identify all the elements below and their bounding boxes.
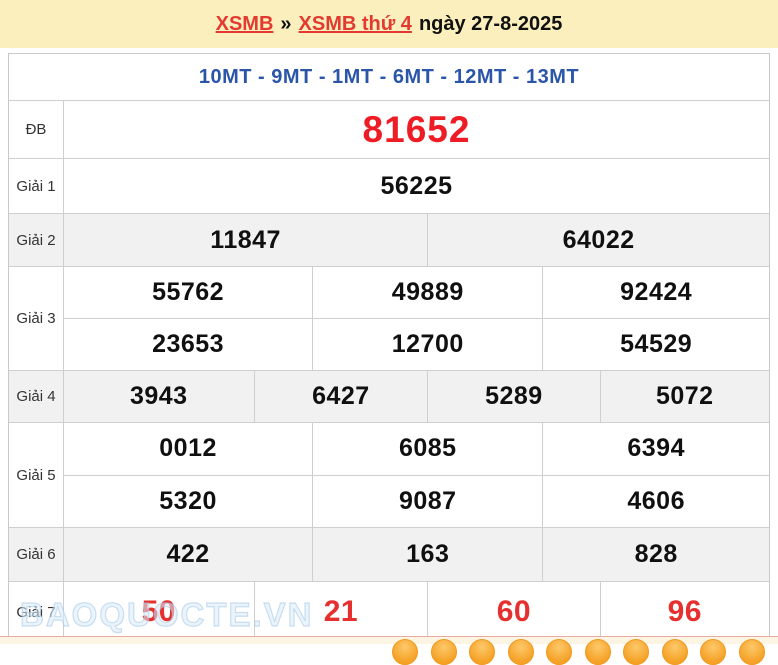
prize-number: 81652	[362, 108, 471, 150]
prize-number: 96	[599, 582, 769, 642]
prize-label: Giải 3	[9, 267, 64, 370]
prize-row-db: ĐB 81652	[9, 100, 769, 158]
prize-row-3: Giải 3 55762 49889 92424 23653 12700 545…	[9, 266, 769, 370]
prize-number: 50	[141, 595, 176, 628]
draw-date: ngày 27-8-2025	[418, 12, 563, 35]
prize-number: 9087	[312, 475, 542, 527]
breadcrumb-separator: »	[280, 12, 292, 35]
prize-row-7: Giải 7 50 21 60 96	[9, 581, 769, 642]
prize-label: Giải 6	[9, 528, 64, 581]
prize-number: 5072	[599, 371, 769, 422]
prize-number: 56225	[380, 171, 453, 200]
results-table: 10MT - 9MT - 1MT - 6MT - 12MT - 13MT ĐB …	[8, 53, 770, 642]
prize-row-6: Giải 6 422 163 828	[9, 527, 769, 581]
prize-number: 422	[166, 540, 210, 568]
prize-number: 54529	[542, 319, 769, 370]
station-list-link[interactable]: 10MT - 9MT - 1MT - 6MT - 12MT - 13MT	[198, 65, 580, 88]
prize-number: 6427	[253, 371, 428, 422]
prize-number: 5289	[427, 371, 599, 422]
prize-row-5: Giải 5 0012 6085 6394 5320 9087 4606	[9, 422, 769, 527]
prize-label: ĐB	[9, 101, 64, 158]
prize-number: 163	[312, 528, 542, 581]
prize-label: Giải 5	[9, 423, 64, 527]
prize-number: 55762	[152, 278, 225, 306]
prize-row-2: Giải 2 11847 64022	[9, 213, 769, 266]
prize-number: 92424	[542, 267, 769, 318]
prize-row-4: Giải 4 3943 6427 5289 5072	[9, 370, 769, 422]
prize-label: Giải 2	[9, 214, 64, 266]
prize-number: 0012	[159, 434, 217, 463]
prize-label: Giải 4	[9, 371, 64, 422]
prize-number: 64022	[427, 214, 769, 266]
breadcrumb: XSMB » XSMB thứ 4 ngày 27-8-2025	[0, 0, 778, 48]
breadcrumb-link-xsmb[interactable]: XSMB	[215, 12, 274, 35]
prize-row-1: Giải 1 56225	[9, 158, 769, 213]
prize-number: 6085	[312, 423, 542, 475]
station-header-row: 10MT - 9MT - 1MT - 6MT - 12MT - 13MT	[9, 54, 769, 100]
prize-number: 6394	[542, 423, 769, 475]
prize-number: 21	[253, 582, 428, 642]
prize-number: 828	[542, 528, 769, 581]
prize-number: 12700	[312, 319, 542, 370]
prize-number: 49889	[312, 267, 542, 318]
prize-number: 11847	[210, 225, 281, 254]
prize-number: 23653	[152, 330, 225, 358]
prize-number: 60	[427, 582, 599, 642]
prize-label: Giải 1	[9, 159, 64, 213]
prize-label: Giải 7	[9, 582, 64, 642]
prize-number: 3943	[129, 382, 188, 410]
prize-number: 4606	[542, 475, 769, 527]
prize-number: 5320	[159, 486, 217, 515]
breadcrumb-link-xsmb-thu4[interactable]: XSMB thứ 4	[298, 12, 412, 35]
